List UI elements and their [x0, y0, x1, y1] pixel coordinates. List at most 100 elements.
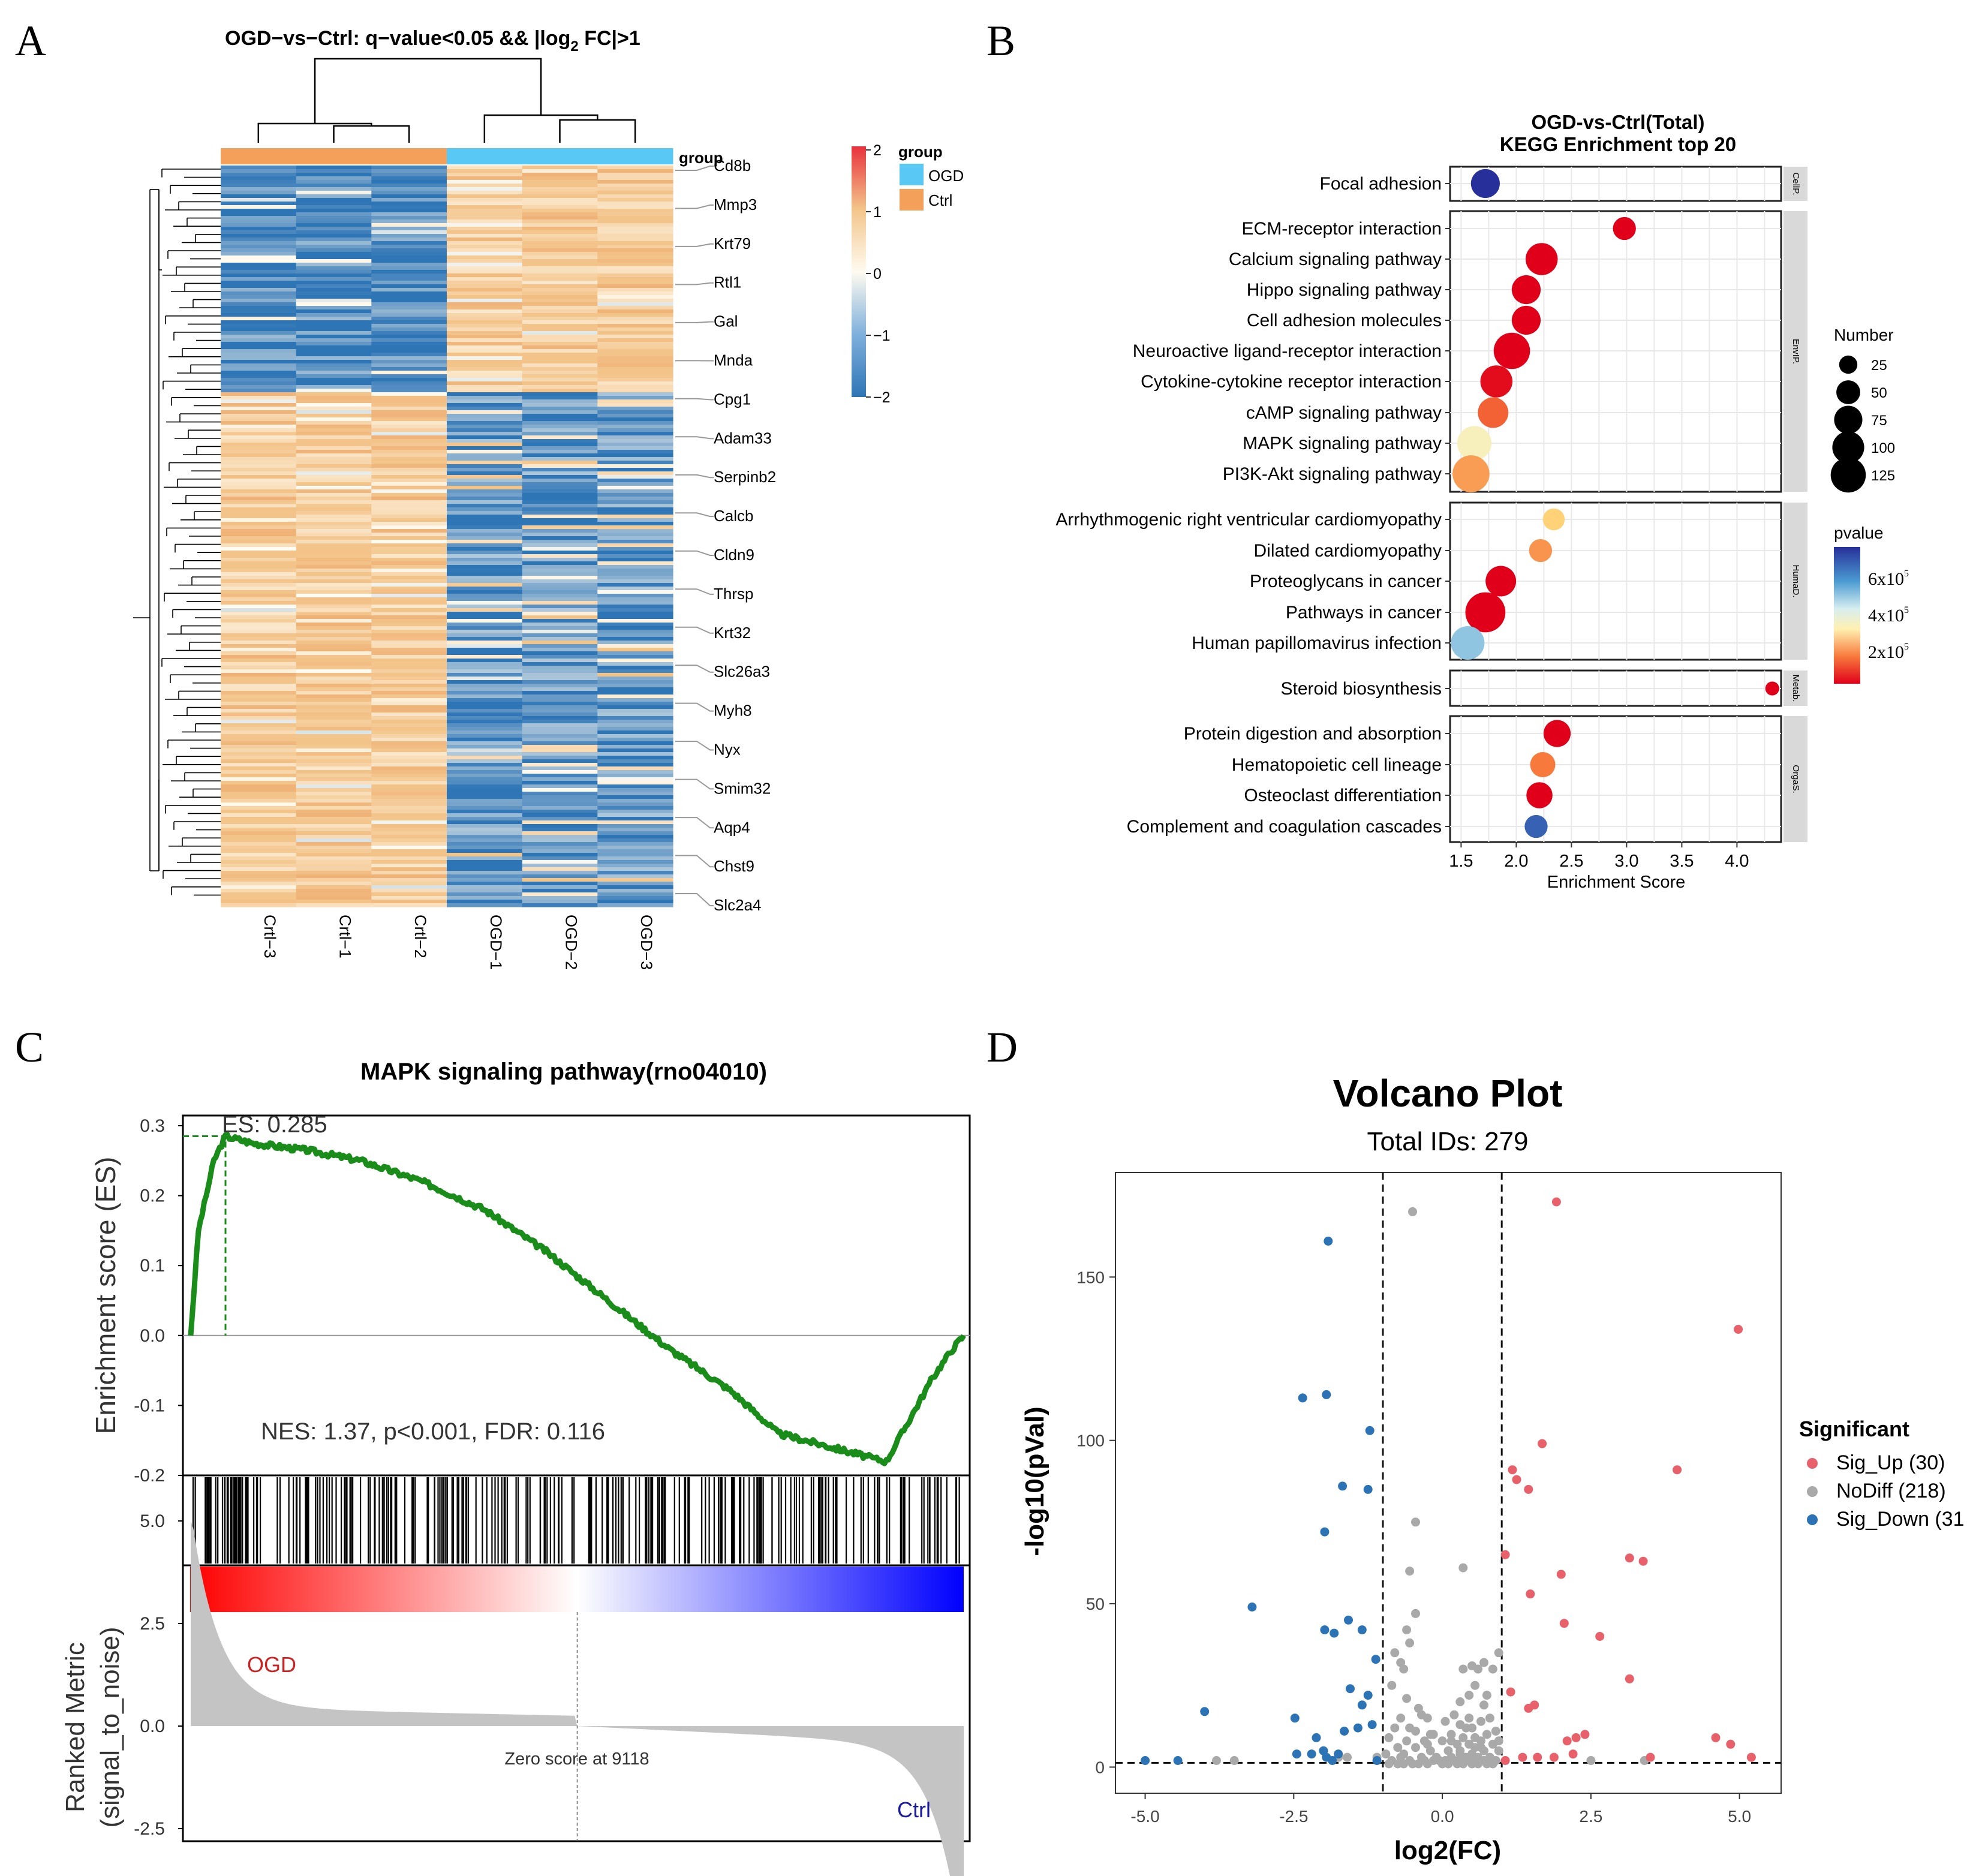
heatmap-cell [371, 849, 447, 853]
heatmap-cell [221, 709, 297, 713]
heatmap-cell [597, 493, 673, 497]
heatmap-cell [221, 677, 297, 681]
heatmap-cell [522, 493, 598, 497]
heatmap-cell [522, 335, 598, 339]
enrichment-dot [1451, 626, 1485, 660]
heatmap-cell [597, 266, 673, 270]
heatmap-cell [447, 849, 523, 853]
heatmap-cell [296, 824, 372, 828]
heatmap-cell [522, 417, 598, 422]
heatmap-cell [371, 291, 447, 296]
heatmap-cell [597, 392, 673, 396]
heatmap-cell [296, 220, 372, 224]
heatmap-cell [597, 245, 673, 249]
heatmap-cell [296, 756, 372, 760]
heatmap-cell [296, 641, 372, 645]
heatmap-cell [597, 403, 673, 407]
heatmap-cell [522, 212, 598, 217]
heatmap-cell [597, 421, 673, 425]
facet-strip-label: EnvIP. [1791, 339, 1801, 364]
heatmap-cell [296, 777, 372, 781]
heatmap-cell [371, 202, 447, 206]
heatmap-cell [296, 669, 372, 674]
volcano-point-down [1324, 1236, 1333, 1246]
heatmap-cell [522, 741, 598, 745]
heatmap-cell [296, 482, 372, 486]
heatmap-cell [296, 435, 372, 440]
heatmap-cell [447, 522, 523, 526]
rank-color-band [190, 1567, 964, 1612]
heatmap-cell [447, 759, 523, 763]
volcano-point-nodiff [1458, 1733, 1468, 1742]
volcano-point-up [1625, 1553, 1634, 1563]
volcano-point-nodiff [1425, 1730, 1435, 1739]
heatmap-cell [597, 327, 673, 332]
heatmap-cell [221, 471, 297, 476]
heatmap-cell [522, 500, 598, 504]
heatmap-cell [447, 396, 523, 400]
heatmap-cell [221, 169, 297, 173]
group-legend-ogd-swatch [900, 164, 924, 185]
heatmap-cell [371, 745, 447, 749]
heatmap-cell [522, 309, 598, 314]
heatmap-cell [371, 619, 447, 623]
heatmap-cell [522, 237, 598, 242]
heatmap-cell [371, 752, 447, 756]
heatmap-cell [371, 874, 447, 879]
pvalue-legend-base: 2x10 [1868, 642, 1904, 662]
heatmap-cell [522, 752, 598, 756]
heatmap-cell [296, 176, 372, 181]
heatmap-cell [221, 698, 297, 702]
heatmap-cell [221, 903, 297, 907]
heatmap-cell [221, 788, 297, 792]
heatmap-cell [221, 234, 297, 238]
heatmap-cell [221, 889, 297, 893]
enrichment-dot [1525, 243, 1558, 275]
heatmap-cell [597, 486, 673, 490]
volcano-point-down [1367, 1720, 1377, 1730]
heatmap-cell [447, 583, 523, 587]
heatmap-cell [296, 651, 372, 656]
heatmap-cell [221, 576, 297, 580]
heatmap-cell [447, 176, 523, 181]
heatmap-cell [221, 356, 297, 360]
heatmap-cell [221, 392, 297, 396]
volcano-point-nodiff [1413, 1759, 1423, 1769]
heatmap-cell [447, 561, 523, 566]
heatmap-cell [447, 770, 523, 774]
heatmap-cell [447, 173, 523, 177]
group-bar-cell [296, 148, 372, 164]
heatmap-cell [447, 817, 523, 821]
heatmap-cell [371, 533, 447, 537]
heatmap-cell [522, 601, 598, 605]
facet-frame [1449, 715, 1782, 843]
heatmap-cell [447, 702, 523, 706]
heatmap-cell [221, 601, 297, 605]
heatmap-cell [522, 414, 598, 418]
heatmap-cell [371, 309, 447, 314]
heatmap-cell [447, 695, 523, 699]
heatmap-cell [597, 741, 673, 745]
heatmap-cell [597, 227, 673, 231]
heatmap-cell [522, 608, 598, 612]
heatmap-cell [522, 230, 598, 235]
heatmap-cell [371, 623, 447, 627]
heatmap-cell [371, 399, 447, 404]
heatmap-cell [597, 410, 673, 414]
heatmap-cell [371, 464, 447, 468]
heatmap-cell [371, 594, 447, 598]
heatmap-cell [371, 493, 447, 497]
volcano-point-nodiff [1390, 1648, 1400, 1658]
heatmap-cell [522, 799, 598, 803]
heatmap-cell [296, 363, 372, 368]
heatmap-cell [597, 511, 673, 515]
heatmap-cell [597, 378, 673, 382]
heatmap-cell [522, 353, 598, 357]
gene-leader-line [675, 166, 714, 171]
heatmap-cell [371, 561, 447, 566]
volcano-point-nodiff [1446, 1736, 1456, 1746]
heatmap-cell [597, 889, 673, 893]
heatmap-cell [597, 533, 673, 537]
heatmap-cell [447, 306, 523, 310]
heatmap-cell [597, 849, 673, 853]
